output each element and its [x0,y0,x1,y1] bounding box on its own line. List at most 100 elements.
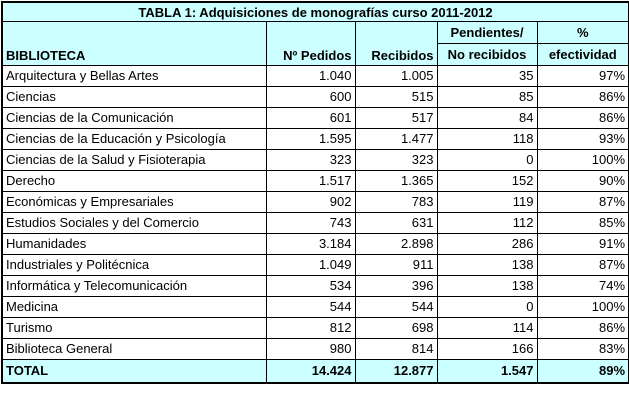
cell-efectividad: 86% [536,317,629,339]
cell-biblioteca: Industriales y Politécnica [1,254,267,276]
cell-recibidos: 783 [354,191,438,213]
cell-biblioteca: Ciencias [1,86,267,108]
cell-recibidos: 515 [354,86,438,108]
table-title-row: TABLA 1: Adquisiciones de monografías cu… [1,1,629,22]
header-efectividad-top: % [538,23,629,44]
total-pendientes: 1.547 [436,359,538,384]
cell-recibidos: 544 [354,296,438,318]
cell-recibidos: 631 [354,212,438,234]
table-title: TABLA 1: Adquisiciones de monografías cu… [1,1,629,22]
cell-pedidos: 812 [265,317,356,339]
total-pedidos: 14.424 [265,359,356,384]
cell-biblioteca: Humanidades [1,233,267,255]
cell-pendientes: 119 [436,191,538,213]
cell-biblioteca: Ciencias de la Educación y Psicología [1,128,267,150]
cell-biblioteca: Turismo [1,317,267,339]
cell-biblioteca: Arquitectura y Bellas Artes [1,65,267,87]
cell-recibidos: 1.365 [354,170,438,192]
table-row: Informática y Telecomunicación 534 396 138 7… [1,275,629,297]
cell-pedidos: 534 [265,275,356,297]
cell-biblioteca: Económicas y Empresariales [1,191,267,213]
cell-recibidos: 698 [354,317,438,339]
cell-biblioteca: Informática y Telecomunicación [1,275,267,297]
cell-recibidos: 396 [354,275,438,297]
cell-pendientes: 114 [436,317,538,339]
cell-pedidos: 1.517 [265,170,356,192]
table-row: Ciencias de la Salud y Fisioterapia 323 32… [1,149,629,171]
cell-pedidos: 743 [265,212,356,234]
cell-pedidos: 3.184 [265,233,356,255]
cell-efectividad: 83% [536,338,629,360]
acquisitions-table: TABLA 1: Adquisiciones de monografías cu… [1,1,629,384]
header-pendientes: Pendientes/ No recibidos [436,21,538,66]
cell-pendientes: 152 [436,170,538,192]
header-biblioteca: BIBLIOTECA [1,21,267,66]
cell-efectividad: 91% [536,233,629,255]
table-row: Arquitectura y Bellas Artes 1.040 1.005 35 9… [1,65,629,87]
cell-pendientes: 0 [436,149,538,171]
table-row: Derecho 1.517 1.365 152 90% [1,170,629,192]
cell-efectividad: 85% [536,212,629,234]
cell-efectividad: 87% [536,191,629,213]
cell-efectividad: 93% [536,128,629,150]
cell-efectividad: 86% [536,86,629,108]
cell-biblioteca: Estudios Sociales y del Comercio [1,212,267,234]
cell-pedidos: 1.040 [265,65,356,87]
cell-recibidos: 814 [354,338,438,360]
cell-pendientes: 112 [436,212,538,234]
cell-efectividad: 87% [536,254,629,276]
header-row: BIBLIOTECA Nº Pedidos Recibidos Pendient… [1,21,629,66]
total-label: TOTAL [1,359,267,384]
cell-pedidos: 323 [265,149,356,171]
header-pedidos: Nº Pedidos [265,21,356,66]
header-efectividad-bottom: efectividad [548,47,617,62]
cell-biblioteca: Medicina [1,296,267,318]
header-pendientes-top: Pendientes/ [438,23,536,44]
header-efectividad: % efectividad [536,21,629,66]
cell-efectividad: 74% [536,275,629,297]
cell-recibidos: 517 [354,107,438,129]
table-row: Ciencias de la Comunicación 601 517 84 86% [1,107,629,129]
cell-efectividad: 100% [536,296,629,318]
table-row: Turismo 812 698 114 86% [1,317,629,339]
table-row: Biblioteca General 980 814 166 83% [1,338,629,360]
table-row: Humanidades 3.184 2.898 286 91% [1,233,629,255]
table-row: Medicina 544 544 0 100% [1,296,629,318]
cell-pedidos: 902 [265,191,356,213]
cell-pedidos: 600 [265,86,356,108]
cell-pedidos: 1.049 [265,254,356,276]
cell-pendientes: 0 [436,296,538,318]
total-recibidos: 12.877 [354,359,438,384]
cell-pedidos: 601 [265,107,356,129]
cell-biblioteca: Ciencias de la Comunicación [1,107,267,129]
table-row: Ciencias 600 515 85 86% [1,86,629,108]
cell-pendientes: 138 [436,275,538,297]
total-efectividad: 89% [536,359,629,384]
cell-pendientes: 84 [436,107,538,129]
cell-recibidos: 1.005 [354,65,438,87]
table-row: Económicas y Empresariales 902 783 119 87% [1,191,629,213]
cell-pendientes: 118 [436,128,538,150]
total-row: TOTAL 14.424 12.877 1.547 89% [1,359,629,384]
cell-efectividad: 97% [536,65,629,87]
cell-pedidos: 1.595 [265,128,356,150]
table-row: Industriales y Politécnica 1.049 911 138 87% [1,254,629,276]
cell-efectividad: 90% [536,170,629,192]
cell-recibidos: 323 [354,149,438,171]
header-recibidos: Recibidos [354,21,438,66]
cell-pedidos: 544 [265,296,356,318]
table-row: Estudios Sociales y del Comercio 743 631 11… [1,212,629,234]
cell-efectividad: 100% [536,149,629,171]
cell-pendientes: 35 [436,65,538,87]
cell-recibidos: 2.898 [354,233,438,255]
cell-pendientes: 85 [436,86,538,108]
table-row: Ciencias de la Educación y Psicología 1.5… [1,128,629,150]
cell-pedidos: 980 [265,338,356,360]
cell-biblioteca: Biblioteca General [1,338,267,360]
cell-recibidos: 911 [354,254,438,276]
cell-pendientes: 286 [436,233,538,255]
cell-biblioteca: Ciencias de la Salud y Fisioterapia [1,149,267,171]
cell-pendientes: 166 [436,338,538,360]
cell-recibidos: 1.477 [354,128,438,150]
